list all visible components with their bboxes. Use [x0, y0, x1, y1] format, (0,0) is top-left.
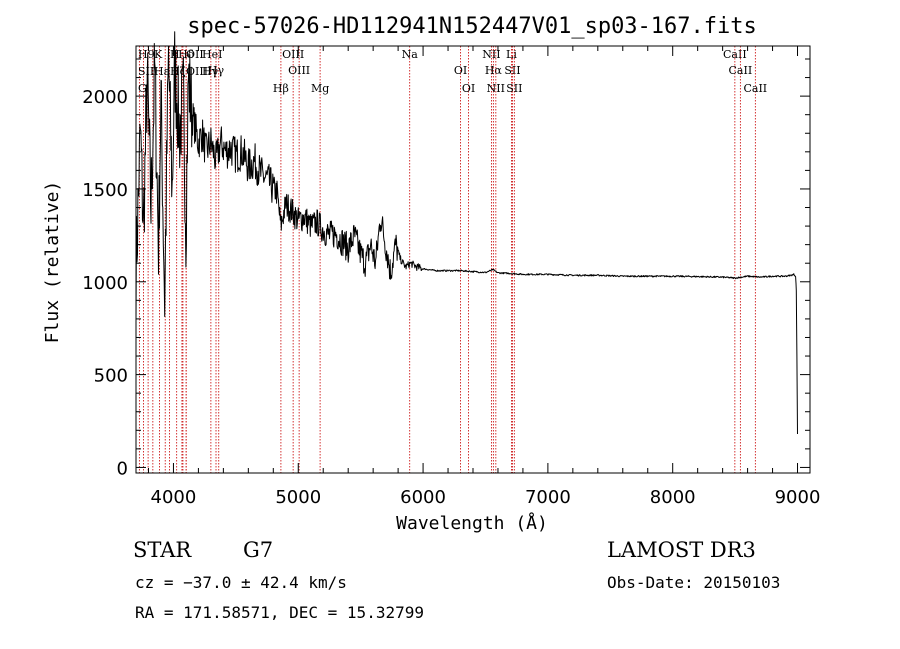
line-marker-label: OI — [462, 82, 475, 95]
line-marker-label: NII — [487, 82, 505, 95]
y-tick-label: 1000 — [82, 273, 128, 294]
line-marker-label: OIII — [282, 48, 304, 61]
line-marker-label: CaII — [723, 48, 747, 61]
y-tick-label: 0 — [117, 458, 128, 479]
line-marker-label: Hγ — [208, 64, 225, 77]
y-axis-label: Flux (relative) — [42, 181, 63, 344]
observation-date: Obs-Date: 20150103 — [607, 573, 781, 592]
x-tick-label: 5000 — [275, 487, 321, 508]
x-axis-label: Wavelength (Å) — [396, 512, 548, 534]
y-tick-label: 2000 — [82, 87, 128, 108]
x-tick-label: 8000 — [650, 487, 696, 508]
line-marker-label: Mg — [311, 82, 329, 95]
chart-title: spec-57026-HD112941N152447V01_sp03-167.f… — [187, 14, 757, 39]
x-tick-label: 6000 — [400, 487, 446, 508]
coordinates: RA = 171.58571, DEC = 15.32799 — [135, 603, 424, 622]
redshift-value: cz = −37.0 ± 42.4 km/s — [135, 573, 347, 592]
line-marker-label: Hα — [485, 64, 503, 77]
line-marker-label-crowded: K — [154, 48, 163, 61]
spectrum-line — [135, 31, 798, 435]
line-marker-label-crowded: HeI — [202, 48, 222, 61]
y-tick-label: 500 — [94, 366, 128, 387]
line-marker-label: Hδ — [178, 48, 195, 61]
x-tick-label: 7000 — [525, 487, 571, 508]
line-marker-label-crowded: OII — [186, 48, 204, 61]
survey-name: LAMOST DR3 — [607, 538, 756, 562]
line-marker-label: SII — [504, 64, 520, 77]
line-marker-label-crowded: SII — [138, 65, 154, 78]
line-marker-label-crowded: Hγ — [202, 65, 219, 78]
spectrum-series — [135, 31, 798, 435]
axes: 4000 5000 6000 7000 8000 9000 0 500 1000 1500 2000 — [82, 46, 820, 508]
x-tick-label: 9000 — [775, 487, 821, 508]
object-class: STAR — [133, 538, 192, 562]
line-marker-label: NII — [482, 48, 500, 61]
line-marker-label-crowded: H9 — [138, 48, 155, 61]
line-marker-label: Na — [402, 48, 419, 61]
line-marker-label: SII — [506, 82, 522, 95]
line-marker-label: Li — [506, 48, 517, 61]
line-marker-label: Hβ — [273, 82, 289, 95]
line-marker-label-crowded: G — [138, 82, 147, 95]
spectral-subclass: G7 — [243, 538, 274, 562]
x-tick-label: 4000 — [151, 487, 197, 508]
plot-frame — [135, 45, 811, 474]
y-tick-label: 1500 — [82, 180, 128, 201]
line-marker-label: CaII — [729, 64, 753, 77]
line-marker-label: CaII — [743, 82, 767, 95]
line-marker-label: OIII — [288, 64, 310, 77]
emission-line-markers: HδHγHβOIIIOIIIMgNaOIOINIIHαNIILiSIISIICa… — [138, 46, 767, 473]
line-marker-label-crowded: Hε — [154, 65, 170, 78]
line-marker-label: OI — [454, 64, 467, 77]
